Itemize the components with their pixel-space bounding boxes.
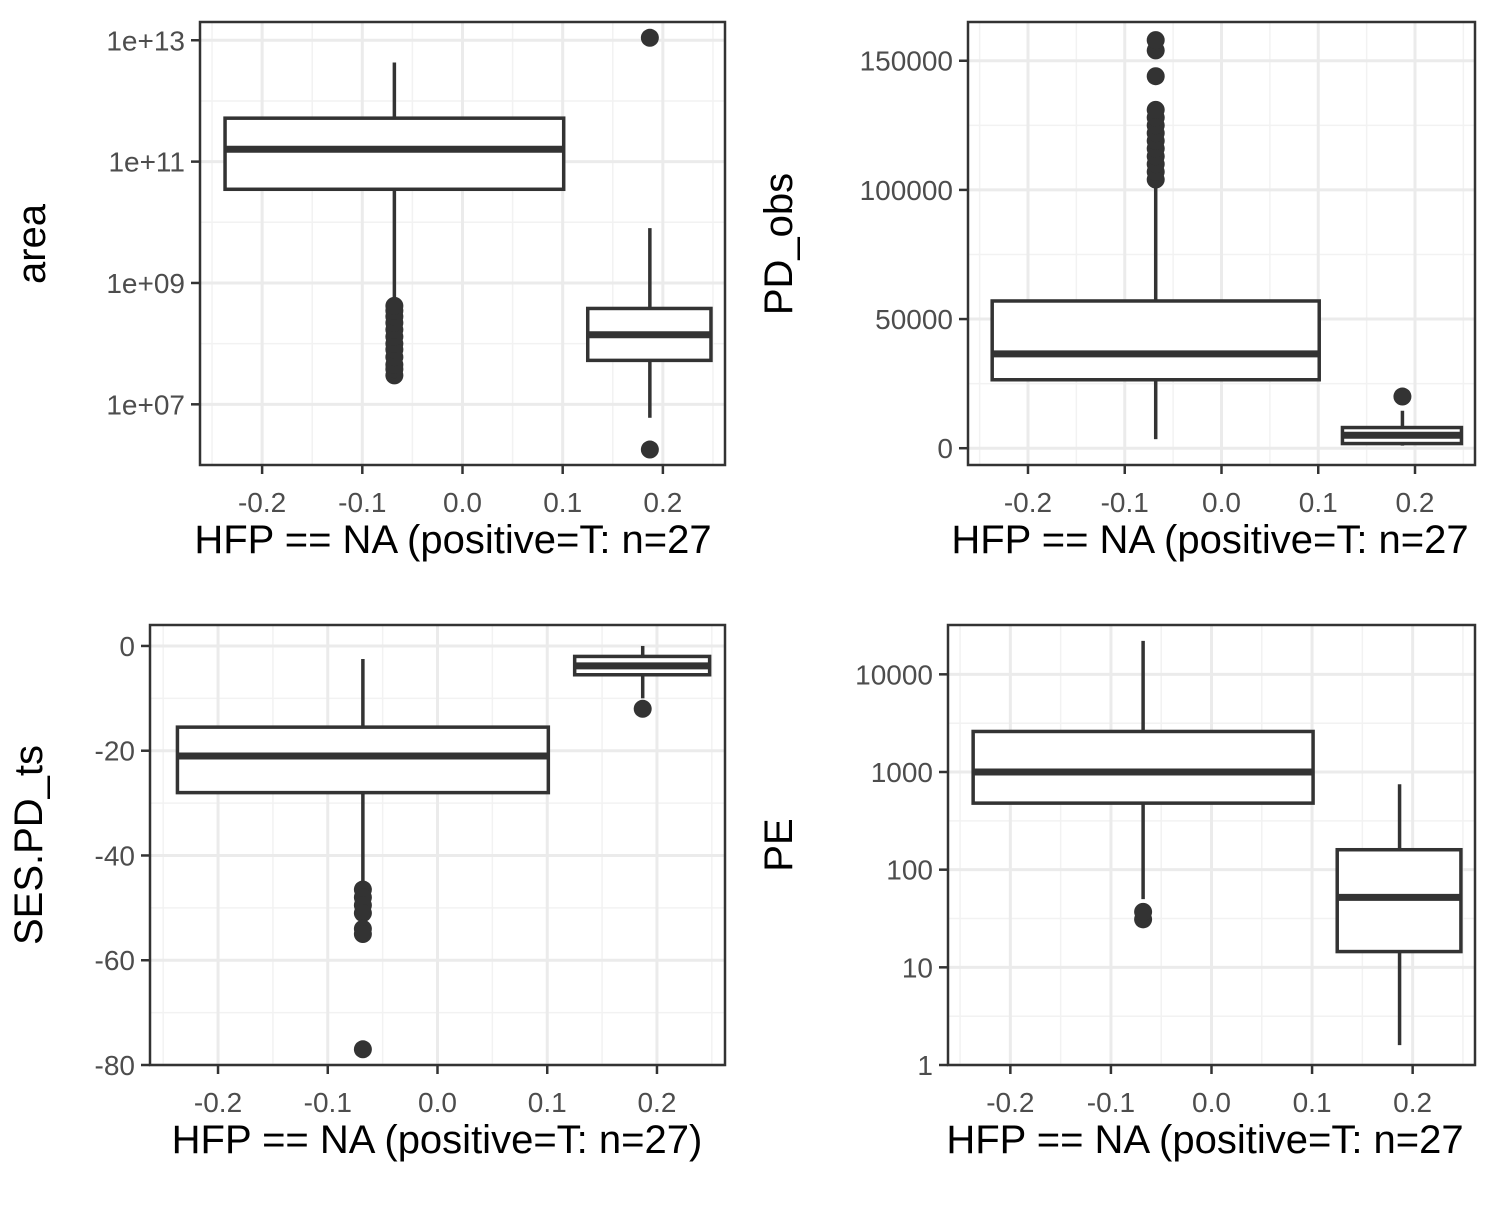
y-tick-label: 10000 (855, 659, 933, 690)
y-tick-label: 150000 (860, 46, 953, 77)
outlier-point (633, 699, 652, 718)
outlier-point (1134, 902, 1153, 921)
x-tick-label: 0.1 (543, 487, 582, 518)
y-tick-label: 1e+13 (106, 25, 185, 56)
box-group-2 (572, 645, 712, 718)
outlier-point (1393, 387, 1412, 406)
box-group-2 (585, 28, 713, 459)
x-tick-label: 0.0 (443, 487, 482, 518)
x-axis-title: HFP == NA (positive=T: n=27 (194, 518, 711, 562)
box-iqr (223, 116, 566, 192)
x-tick-label: -0.2 (986, 1087, 1034, 1118)
x-axis-title: HFP == NA (positive=T: n=27 (946, 1118, 1463, 1162)
x-tick-label: 0.1 (1299, 487, 1338, 518)
x-axis-title: HFP == NA (positive=T: n=27) (172, 1118, 703, 1162)
y-axis-title: PE (757, 818, 801, 871)
box-group-1 (990, 31, 1321, 440)
box-group-2 (1335, 784, 1463, 1046)
outlier-point (640, 440, 659, 459)
x-tick-label: 0.1 (1293, 1087, 1332, 1118)
x-tick-label: 0.0 (418, 1087, 457, 1118)
y-tick-label: -60 (95, 945, 135, 976)
box-iqr (990, 299, 1321, 382)
y-tick-label: 0 (937, 433, 953, 464)
outlier-point (385, 296, 404, 315)
panel-1: 1e+07 1e+09 1e+11 1e+13 -0.2 -0.1 0.0 0.1 0.2HFP… (10, 20, 727, 562)
y-tick-label: 1000 (871, 757, 933, 788)
x-tick-label: 0.2 (643, 487, 682, 518)
box-group-1 (971, 640, 1315, 929)
box-group-1 (175, 659, 551, 1059)
box-group-1 (223, 62, 566, 385)
outlier-point (640, 28, 659, 47)
y-axis-title: PD_obs (757, 173, 801, 315)
x-tick-label: -0.2 (238, 487, 286, 518)
y-tick-label: 50000 (875, 304, 953, 335)
y-tick-label: 1 (917, 1050, 933, 1081)
outlier-point (353, 904, 372, 923)
y-tick-label: 1e+07 (106, 389, 185, 420)
outlier-point (353, 1040, 372, 1059)
y-tick-label: 100000 (860, 175, 953, 206)
x-tick-label: 0.2 (1396, 487, 1435, 518)
box-group-2 (1340, 387, 1464, 446)
x-tick-label: 0.2 (1393, 1087, 1432, 1118)
x-tick-label: 0.2 (637, 1087, 676, 1118)
x-tick-label: 0.0 (1202, 487, 1241, 518)
x-tick-label: -0.2 (1004, 487, 1052, 518)
x-tick-label: -0.2 (194, 1087, 242, 1118)
box-iqr (175, 725, 551, 795)
y-axis-title: area (10, 203, 54, 284)
x-tick-label: -0.1 (1101, 487, 1149, 518)
x-tick-label: 0.1 (528, 1087, 567, 1118)
y-tick-label: 1e+11 (108, 147, 185, 178)
box-iqr (971, 729, 1315, 805)
outlier-point (1146, 67, 1165, 86)
outlier-point (1146, 31, 1165, 50)
x-tick-label: -0.1 (338, 487, 386, 518)
y-tick-label: 0 (119, 631, 135, 662)
outlier-point (1146, 100, 1165, 119)
x-tick-label: -0.1 (1087, 1087, 1135, 1118)
x-axis-title: HFP == NA (positive=T: n=27 (951, 518, 1468, 562)
x-tick-label: 0.0 (1192, 1087, 1231, 1118)
y-tick-label: -80 (95, 1050, 135, 1081)
y-tick-label: 10 (902, 952, 933, 983)
y-tick-label: 100 (886, 855, 933, 886)
y-axis-title: SES.PD_ts (7, 745, 51, 945)
y-tick-label: 1e+09 (106, 268, 185, 299)
x-tick-label: -0.1 (304, 1087, 352, 1118)
y-tick-label: -40 (95, 840, 135, 871)
y-tick-label: -20 (95, 736, 135, 767)
outlier-point (353, 925, 372, 944)
